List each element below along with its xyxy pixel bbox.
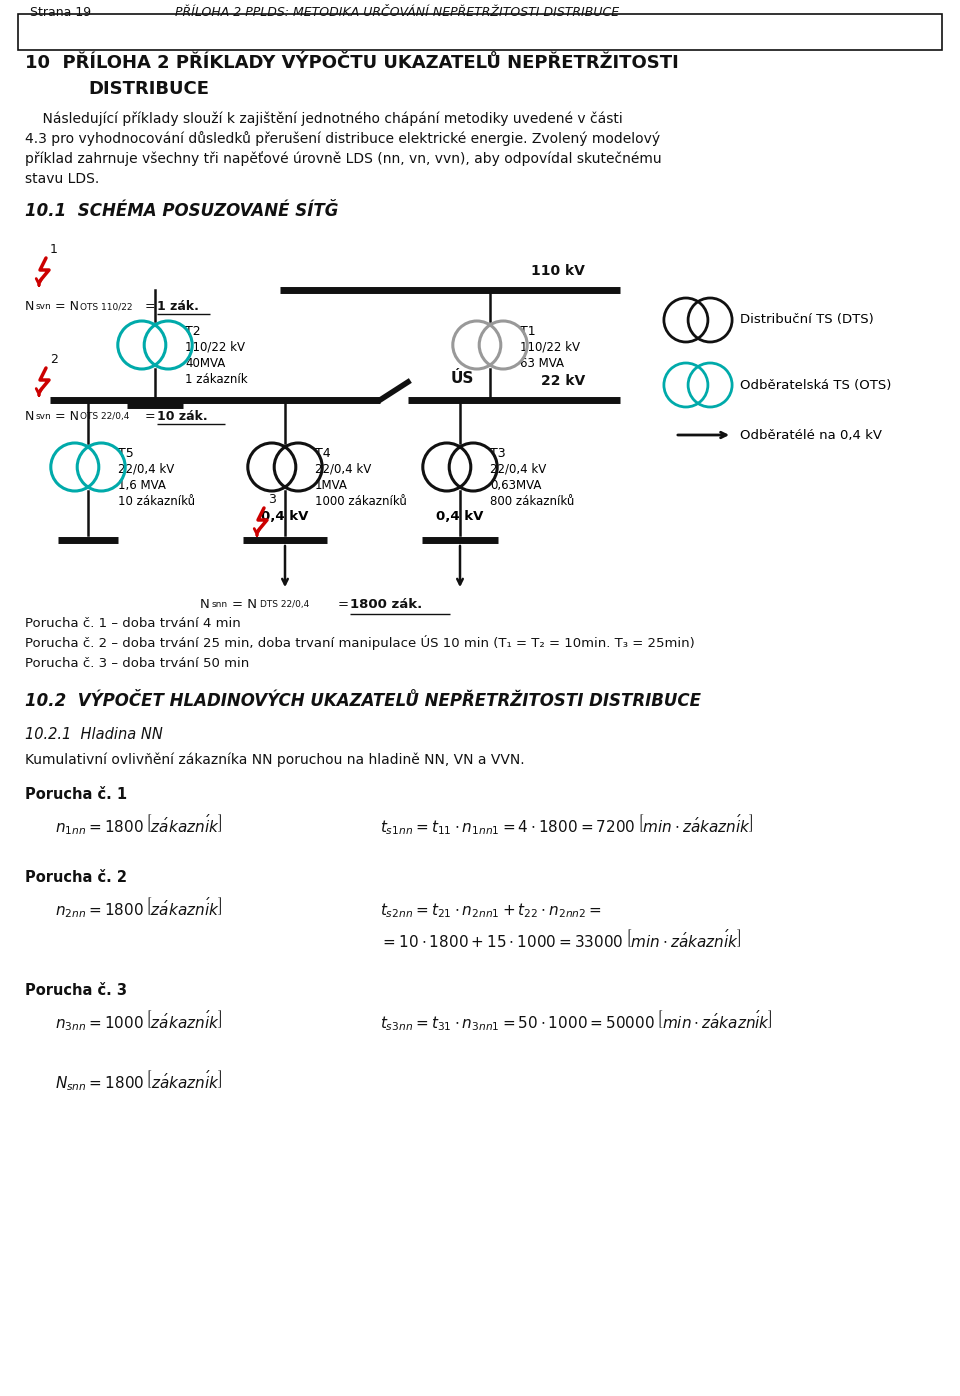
- Text: 2: 2: [50, 353, 58, 366]
- Text: $t_{s2nn} = t_{21} \cdot n_{2nn1} + t_{22} \cdot n_{2nn2} =$: $t_{s2nn} = t_{21} \cdot n_{2nn1} + t_{2…: [380, 902, 602, 920]
- Text: 63 MVA: 63 MVA: [520, 357, 564, 370]
- Text: T4: T4: [315, 447, 330, 461]
- Text: $= 10 \cdot 1800 + 15 \cdot 1000 = 33000\,\left[min \cdot z\acute{a}kazn\acute{i: $= 10 \cdot 1800 + 15 \cdot 1000 = 33000…: [380, 928, 741, 951]
- Text: 10 zákazníků: 10 zákazníků: [118, 496, 195, 508]
- Text: =: =: [145, 410, 159, 423]
- Text: N: N: [200, 597, 209, 611]
- Text: 10.2  VÝPOČET HLADINOVÝCH UKAZATELŮ NEPŘETRŽITOSTI DISTRIBUCE: 10.2 VÝPOČET HLADINOVÝCH UKAZATELŮ NEPŘE…: [25, 692, 701, 711]
- Text: 10  PŘÍLOHA 2 PŘÍKLADY VÝPOČTU UKAZATELŮ NEPŘETRŽITOSTI: 10 PŘÍLOHA 2 PŘÍKLADY VÝPOČTU UKAZATELŮ …: [25, 54, 679, 73]
- Text: OTS 110/22: OTS 110/22: [80, 302, 132, 311]
- Text: svn: svn: [36, 412, 52, 422]
- Text: 3: 3: [268, 493, 276, 505]
- Text: 10 zák.: 10 zák.: [157, 410, 207, 423]
- Text: Odběratélé na 0,4 kV: Odběratélé na 0,4 kV: [740, 429, 882, 441]
- Text: T1: T1: [520, 325, 536, 338]
- Text: $n_{3nn} = 1000\,\left[z\acute{a}kazn\acute{i}k\right]$: $n_{3nn} = 1000\,\left[z\acute{a}kazn\ac…: [55, 1008, 222, 1033]
- Text: ÚS: ÚS: [450, 371, 473, 387]
- Text: 1: 1: [50, 243, 58, 255]
- Text: DISTRIBUCE: DISTRIBUCE: [88, 80, 209, 98]
- Text: N: N: [25, 300, 35, 313]
- Text: Distribuční TS (DTS): Distribuční TS (DTS): [740, 314, 874, 327]
- Text: 0,4 kV: 0,4 kV: [436, 510, 484, 524]
- Text: Porucha č. 2: Porucha č. 2: [25, 870, 127, 885]
- Text: Odběratelská TS (OTS): Odběratelská TS (OTS): [740, 378, 892, 391]
- Text: 0,4 kV: 0,4 kV: [261, 510, 309, 524]
- Text: 22/0,4 kV: 22/0,4 kV: [315, 463, 372, 476]
- Text: Porucha č. 1 – doba trvání 4 min: Porucha č. 1 – doba trvání 4 min: [25, 617, 241, 630]
- Text: 1000 zákazníků: 1000 zákazníků: [315, 496, 407, 508]
- Text: T3: T3: [490, 447, 506, 461]
- Text: $N_{snn} = 1800\,\left[z\acute{a}kazn\acute{i}k\right]$: $N_{snn} = 1800\,\left[z\acute{a}kazn\ac…: [55, 1068, 223, 1093]
- Text: 1 zák.: 1 zák.: [157, 300, 199, 313]
- Text: OTS 22/0,4: OTS 22/0,4: [80, 412, 130, 422]
- Text: =: =: [145, 300, 159, 313]
- Text: 10.1  SCHÉMA POSUZOVANÉ SÍTĞ: 10.1 SCHÉMA POSUZOVANÉ SÍTĞ: [25, 202, 338, 221]
- Text: 10.2.1  Hladina NN: 10.2.1 Hladina NN: [25, 727, 163, 743]
- Text: Porucha č. 2 – doba trvání 25 min, doba trvaní manipulace ÚS 10 min (T₁ = T₂ = 1: Porucha č. 2 – doba trvání 25 min, doba …: [25, 635, 695, 651]
- Text: Kumulativní ovlivňění zákazníka NN poruchou na hladině NN, VN a VVN.: Kumulativní ovlivňění zákazníka NN poruc…: [25, 752, 524, 766]
- Text: Porucha č. 3 – doba trvání 50 min: Porucha č. 3 – doba trvání 50 min: [25, 658, 250, 670]
- Text: $t_{s3nn} = t_{31} \cdot n_{3nn1} = 50 \cdot 1000 = 50000\,\left[min \cdot z\acu: $t_{s3nn} = t_{31} \cdot n_{3nn1} = 50 \…: [380, 1008, 773, 1033]
- Bar: [18, 14, 942, 50]
- Text: 110/22 kV: 110/22 kV: [185, 341, 245, 355]
- Text: T2: T2: [185, 325, 201, 338]
- Text: =: =: [338, 597, 353, 611]
- Text: 110 kV: 110 kV: [531, 264, 585, 278]
- Text: snn: snn: [212, 600, 228, 609]
- Text: = N: = N: [232, 597, 257, 611]
- Text: $n_{1nn} = 1800\,\left[z\acute{a}kazn\acute{i}k\right]$: $n_{1nn} = 1800\,\left[z\acute{a}kazn\ac…: [55, 812, 222, 838]
- Text: PŘÍLOHA 2 PPLDS: METODIKA URČOVÁNÍ NEPŘETRŽITOSTI DISTRIBUCE: PŘÍLOHA 2 PPLDS: METODIKA URČOVÁNÍ NEPŘE…: [175, 6, 619, 20]
- Text: svn: svn: [36, 302, 52, 311]
- Text: Porucha č. 1: Porucha č. 1: [25, 787, 127, 801]
- Text: 1,6 MVA: 1,6 MVA: [118, 479, 166, 491]
- Text: 40MVA: 40MVA: [185, 357, 226, 370]
- Text: 1 zákazník: 1 zákazník: [185, 373, 248, 387]
- Text: Následující příklady slouží k zajištění jednotného chápání metodiky uvedené v čá: Následující příklady slouží k zajištění …: [25, 112, 623, 126]
- Text: Porucha č. 3: Porucha č. 3: [25, 983, 127, 998]
- Text: 4.3 pro vyhodnocování důsledků přerušení distribuce elektrické energie. Zvolený : 4.3 pro vyhodnocování důsledků přerušení…: [25, 131, 660, 147]
- Text: T5: T5: [118, 447, 133, 461]
- Text: DTS 22/0,4: DTS 22/0,4: [260, 600, 309, 609]
- Text: $n_{2nn} = 1800\,\left[z\acute{a}kazn\acute{i}k\right]$: $n_{2nn} = 1800\,\left[z\acute{a}kazn\ac…: [55, 895, 222, 920]
- Text: příklad zahrnuje všechny tři napěťové úrovně LDS (nn, vn, vvn), aby odpovídal sk: příklad zahrnuje všechny tři napěťové úr…: [25, 151, 661, 166]
- Text: stavu LDS.: stavu LDS.: [25, 172, 99, 186]
- Text: N: N: [25, 410, 35, 423]
- Text: 1800 zák.: 1800 zák.: [350, 597, 422, 611]
- Text: 1MVA: 1MVA: [315, 479, 348, 491]
- Text: = N: = N: [55, 300, 79, 313]
- Text: 110/22 kV: 110/22 kV: [520, 341, 580, 355]
- Text: 22 kV: 22 kV: [540, 374, 585, 388]
- Text: 0,63MVA: 0,63MVA: [490, 479, 541, 491]
- Text: Strana 19: Strana 19: [30, 6, 91, 20]
- Text: 22/0,4 kV: 22/0,4 kV: [118, 463, 175, 476]
- Text: 22/0,4 kV: 22/0,4 kV: [490, 463, 546, 476]
- Text: = N: = N: [55, 410, 79, 423]
- Text: $t_{s1nn} = t_{11} \cdot n_{1nn1} = 4 \cdot 1800 = 7200\,\left[min \cdot z\acute: $t_{s1nn} = t_{11} \cdot n_{1nn1} = 4 \c…: [380, 812, 754, 838]
- Text: 800 zákazníků: 800 zákazníků: [490, 496, 574, 508]
